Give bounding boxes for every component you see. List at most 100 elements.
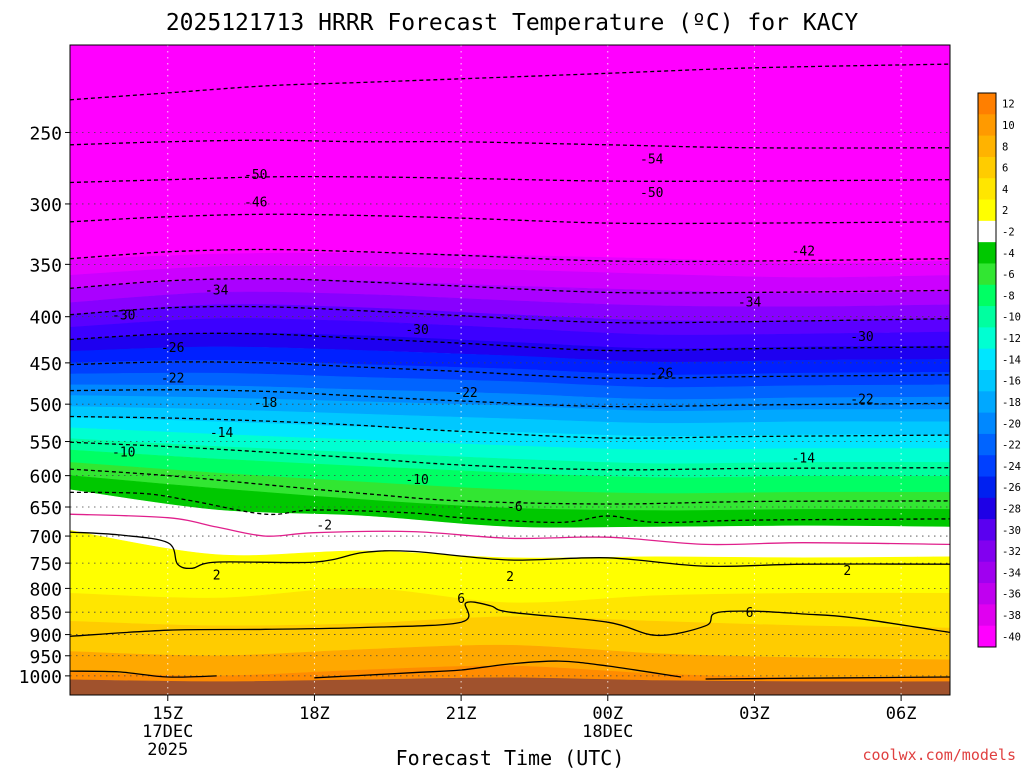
- contour-line: [70, 531, 950, 570]
- contour-label: -14: [210, 426, 234, 441]
- x-axis-title: Forecast Time (UTC): [396, 746, 625, 768]
- colorbar-swatch: [978, 497, 996, 520]
- colorbar-label: 2: [1002, 205, 1008, 217]
- colorbar-label: -20: [1002, 418, 1021, 430]
- y-tick-label: 350: [29, 255, 62, 276]
- contour-label: -2: [316, 519, 332, 534]
- contour-label: 2: [213, 568, 221, 583]
- y-tick-label: 300: [29, 195, 62, 216]
- contour-line: [70, 513, 950, 546]
- contour-label: -14: [792, 452, 816, 467]
- contour-label: -30: [850, 330, 873, 345]
- temp-band: [70, 677, 950, 695]
- x-tick-label: 03Z: [739, 704, 770, 724]
- x-tick-sublabel: 18DEC: [582, 722, 633, 742]
- credit-text: coolwx.com/models: [862, 746, 1016, 764]
- x-tick-label: 00Z: [592, 704, 623, 724]
- colorbar-label: -36: [1002, 589, 1021, 601]
- contour-line: [705, 676, 950, 680]
- contour-label: -30: [112, 309, 135, 324]
- colorbar-swatch: [978, 284, 996, 307]
- colorbar-swatch: [978, 455, 996, 478]
- colorbar-label: 6: [1002, 163, 1008, 175]
- colorbar-swatch: [978, 625, 996, 648]
- y-tick-label: 400: [29, 308, 62, 329]
- colorbar-swatch: [978, 540, 996, 563]
- colorbar-label: 10: [1002, 120, 1015, 132]
- colorbar-label: -38: [1002, 610, 1021, 622]
- grid: [70, 45, 950, 695]
- colorbar-label: -8: [1002, 290, 1015, 302]
- contour-label: 6: [746, 606, 754, 621]
- contour-label: 2: [506, 570, 514, 585]
- y-tick-label: 1000: [19, 667, 62, 688]
- colorbar-swatch: [978, 220, 996, 243]
- colorbar-swatch: [978, 412, 996, 435]
- contour-label: -34: [738, 296, 762, 311]
- x-tick-label: 21Z: [446, 704, 477, 724]
- contour-label: -26: [650, 366, 673, 381]
- colorbar-label: -2: [1002, 227, 1015, 239]
- plot-area: [70, 45, 950, 695]
- y-tick-label: 450: [29, 354, 62, 375]
- temp-band: [70, 45, 950, 264]
- colorbar-label: -18: [1002, 397, 1021, 409]
- contour-label: -50: [640, 186, 663, 201]
- contours: [70, 63, 950, 680]
- colorbar-label: -6: [1002, 269, 1015, 281]
- y-axis: 2503003504004505005506006507007508008509…: [19, 123, 70, 688]
- contour-label: -6: [507, 500, 523, 515]
- colorbar-swatch: [978, 178, 996, 201]
- y-tick-label: 850: [29, 603, 62, 624]
- contour-line: [70, 468, 950, 505]
- x-tick-sublabel: 17DEC: [142, 722, 193, 742]
- y-tick-label: 950: [29, 647, 62, 668]
- contour-label: -34: [205, 283, 229, 298]
- colorbar-label: 4: [1002, 184, 1008, 196]
- colorbar-swatch: [978, 519, 996, 541]
- y-tick-label: 700: [29, 527, 62, 548]
- colorbar-label: -4: [1002, 248, 1015, 260]
- colorbar-label: -40: [1002, 631, 1021, 643]
- y-tick-label: 650: [29, 498, 62, 519]
- contour-label: -18: [254, 396, 277, 411]
- colorbar-swatch: [978, 263, 996, 286]
- colorbar-label: -10: [1002, 312, 1021, 324]
- colorbar-label: -34: [1002, 567, 1021, 579]
- colorbar-swatch: [978, 476, 996, 499]
- colorbar-label: -24: [1002, 461, 1021, 473]
- colorbar-label: -12: [1002, 333, 1021, 345]
- colorbar-swatch: [978, 348, 996, 371]
- y-tick-label: 900: [29, 626, 62, 647]
- colorbar-swatch: [978, 93, 996, 115]
- colorbar-label: -30: [1002, 525, 1021, 537]
- y-tick-label: 550: [29, 433, 62, 454]
- contour-label: -10: [112, 445, 135, 460]
- colorbar-label: -16: [1002, 376, 1021, 388]
- contour-label: -50: [244, 168, 267, 183]
- colorbar-swatch: [978, 433, 996, 456]
- contour-label: 2: [843, 564, 851, 579]
- contour-label: -10: [405, 473, 428, 488]
- contour-label: -22: [454, 386, 477, 401]
- colorbar-swatch: [978, 327, 996, 350]
- colorbar-frame: [977, 92, 997, 648]
- colorbar-swatch: [978, 114, 996, 137]
- contour-label: -26: [161, 341, 184, 356]
- y-tick-label: 500: [29, 395, 62, 416]
- y-tick-label: 250: [29, 123, 62, 144]
- contour-line: [314, 660, 682, 679]
- colorbar-swatch: [978, 199, 996, 222]
- contour-labels: -50-46-54-50-42-34-34-30-30 -30-26-26-22-…: [112, 152, 874, 621]
- contour-label: -22: [850, 393, 873, 408]
- contour-line: [70, 670, 217, 678]
- colorbar-label: -26: [1002, 482, 1021, 494]
- y-tick-label: 600: [29, 467, 62, 488]
- contour-label: -22: [161, 371, 184, 386]
- contour-line: [70, 491, 950, 524]
- colorbar-label: -14: [1002, 354, 1021, 366]
- y-tick-label: 750: [29, 554, 62, 575]
- colorbar-label: -22: [1002, 440, 1021, 452]
- contour-label: -42: [792, 245, 815, 260]
